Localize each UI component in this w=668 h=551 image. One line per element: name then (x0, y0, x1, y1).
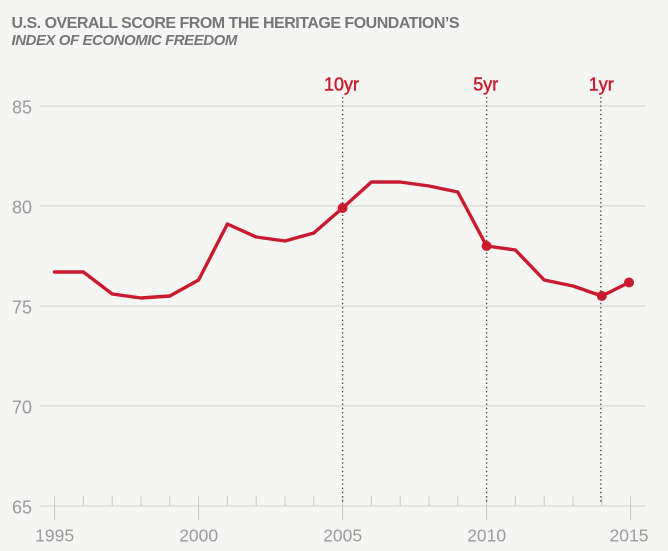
svg-text:85: 85 (12, 98, 32, 118)
svg-text:U.S. OVERALL SCORE FROM THE HE: U.S. OVERALL SCORE FROM THE HERITAGE FOU… (12, 15, 460, 32)
svg-text:65: 65 (12, 498, 32, 518)
svg-text:1995: 1995 (35, 526, 74, 546)
svg-text:80: 80 (12, 198, 32, 218)
svg-text:10yr: 10yr (324, 74, 359, 94)
svg-text:INDEX OF ECONOMIC FREEDOM: INDEX OF ECONOMIC FREEDOM (12, 32, 238, 49)
svg-text:2000: 2000 (179, 526, 218, 546)
svg-text:1yr: 1yr (589, 74, 614, 94)
svg-text:2015: 2015 (610, 526, 649, 546)
svg-text:70: 70 (12, 398, 32, 418)
svg-text:2005: 2005 (323, 526, 362, 546)
svg-text:75: 75 (12, 298, 32, 318)
svg-text:2010: 2010 (467, 526, 506, 546)
svg-text:5yr: 5yr (473, 74, 498, 94)
